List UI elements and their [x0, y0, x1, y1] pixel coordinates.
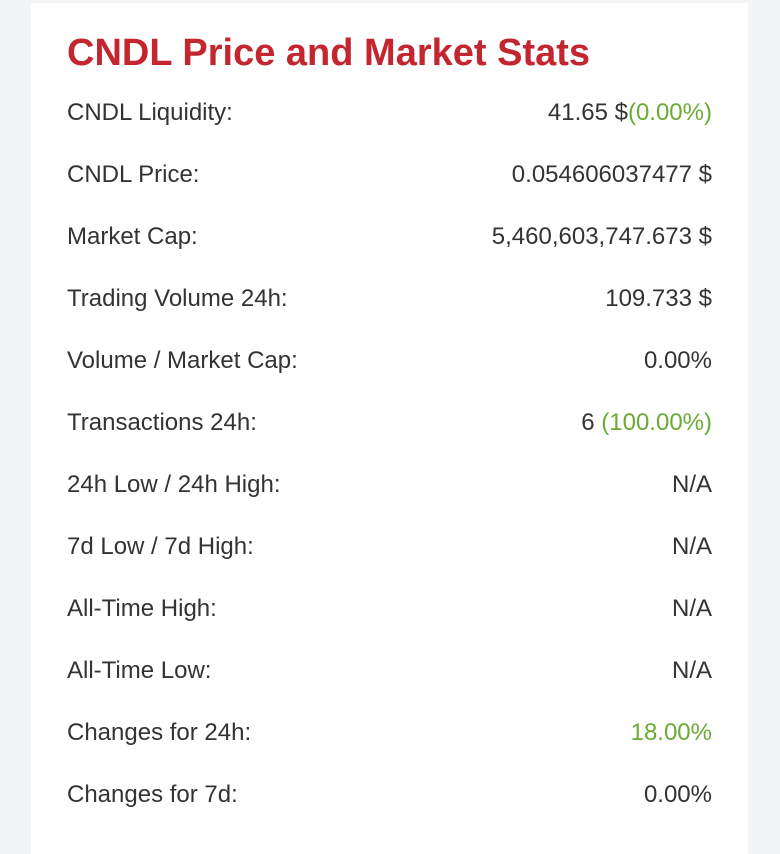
volume-24h-value: 109.733 $ [605, 285, 712, 312]
market-cap-value: 5,460,603,747.673 $ [491, 223, 712, 250]
stat-label: CNDL Price: [67, 161, 200, 188]
price-value: 0.054606037477 $ [511, 161, 712, 188]
low-high-7d-value: N/A [671, 533, 712, 560]
transactions-change: (100.00%) [601, 409, 712, 436]
stat-row-volume-24h: Trading Volume 24h: 109.733 $ [67, 268, 712, 330]
stat-label: Market Cap: [67, 223, 198, 250]
stat-row-market-cap: Market Cap: 5,460,603,747.673 $ [67, 206, 712, 268]
stat-value: 41.65 $(0.00%) [548, 99, 712, 127]
stat-row-changes-24h: Changes for 24h: 18.00% [67, 702, 712, 764]
all-time-low-value: N/A [671, 657, 712, 684]
stat-label: CNDL Liquidity: [67, 99, 233, 126]
stat-row-liquidity: CNDL Liquidity: 41.65 $(0.00%) [67, 82, 712, 144]
transactions-value: 6 [581, 409, 595, 436]
stat-label: Trading Volume 24h: [67, 285, 288, 312]
stat-row-transactions-24h: Transactions 24h: 6 (100.00%) [67, 392, 712, 454]
stat-label: Changes for 7d: [67, 781, 238, 808]
stats-list: CNDL Liquidity: 41.65 $(0.00%) CNDL Pric… [67, 82, 712, 826]
liquidity-change: (0.00%) [627, 99, 712, 126]
stat-label: All-Time High: [67, 595, 217, 622]
changes-24h-value: 18.00% [630, 719, 712, 746]
low-high-24h-value: N/A [671, 471, 712, 498]
stat-value: 6 (100.00%) [581, 409, 712, 437]
stat-label: All-Time Low: [67, 657, 212, 684]
volume-market-cap-value: 0.00% [643, 347, 712, 374]
stat-row-all-time-low: All-Time Low: N/A [67, 640, 712, 702]
stat-label: 24h Low / 24h High: [67, 471, 281, 498]
stat-row-low-high-7d: 7d Low / 7d High: N/A [67, 516, 712, 578]
stat-label: 7d Low / 7d High: [67, 533, 254, 560]
stat-label: Volume / Market Cap: [67, 347, 298, 374]
stat-label: Transactions 24h: [67, 409, 257, 436]
stat-row-price: CNDL Price: 0.054606037477 $ [67, 144, 712, 206]
stat-row-all-time-high: All-Time High: N/A [67, 578, 712, 640]
stat-row-volume-market-cap: Volume / Market Cap: 0.00% [67, 330, 712, 392]
all-time-high-value: N/A [671, 595, 712, 622]
liquidity-value: 41.65 $ [547, 99, 628, 126]
market-stats-card: CNDL Price and Market Stats CNDL Liquidi… [31, 3, 748, 854]
stat-row-changes-7d: Changes for 7d: 0.00% [67, 764, 712, 826]
stat-label: Changes for 24h: [67, 719, 252, 746]
changes-7d-value: 0.00% [643, 781, 712, 808]
card-title: CNDL Price and Market Stats [67, 32, 591, 74]
stat-row-low-high-24h: 24h Low / 24h High: N/A [67, 454, 712, 516]
